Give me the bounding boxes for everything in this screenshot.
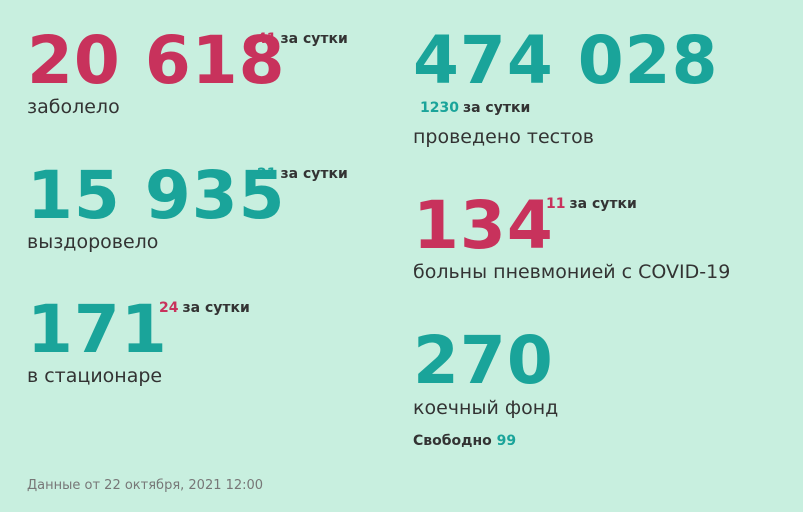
recovered-delta-suffix: за сутки	[280, 166, 348, 182]
hospital-delta-suffix: за сутки	[182, 300, 250, 316]
tests-delta: 1230 за сутки	[420, 100, 530, 116]
infected-delta-suffix: за сутки	[280, 31, 348, 47]
tests-delta-suffix: за сутки	[462, 100, 531, 116]
data-timestamp: Данные от 22 октября, 2021 12:00	[27, 478, 264, 493]
recovered-value: 15 935	[27, 157, 286, 234]
pneumonia-delta: 11 за сутки	[546, 196, 637, 212]
hospital-delta-value: 24	[159, 300, 179, 316]
recovered-delta-value: 21	[257, 166, 277, 182]
beds-free-value: 99	[496, 433, 517, 449]
pneumonia-label: больны пневмонией с COVID-19	[413, 261, 731, 283]
pneumonia-delta-value: 11	[546, 196, 566, 212]
pneumonia-value: 134	[413, 187, 554, 264]
infected-delta: 41 за сутки	[257, 31, 348, 47]
hospital-value: 171	[27, 291, 168, 368]
tests-value: 474 028	[413, 22, 719, 99]
beds-value: 270	[413, 322, 554, 399]
infected-label: заболело	[27, 96, 120, 118]
hospital-label: в стационаре	[27, 365, 163, 387]
hospital-delta: 24 за сутки	[159, 300, 250, 316]
recovered-label: выздоровело	[27, 231, 159, 253]
pneumonia-delta-suffix: за сутки	[569, 196, 637, 212]
infected-value: 20 618	[27, 22, 286, 99]
recovered-delta: 21 за сутки	[257, 166, 348, 182]
beds-free-label: Свободно	[413, 433, 492, 449]
infected-delta-value: 41	[257, 31, 277, 47]
tests-label: проведено тестов	[413, 126, 595, 148]
beds-free: Свободно 99	[413, 433, 516, 449]
tests-delta-value: 1230	[420, 100, 459, 116]
beds-label: коечный фонд	[413, 397, 559, 419]
